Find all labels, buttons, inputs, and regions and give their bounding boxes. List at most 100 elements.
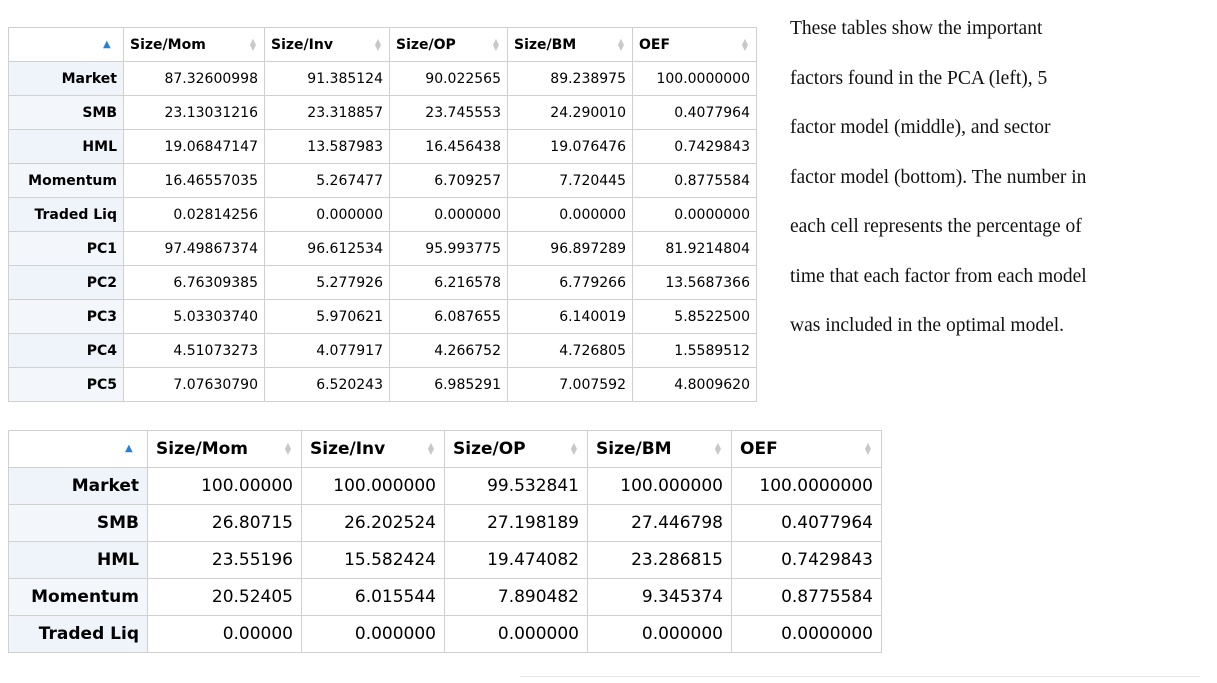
table-cell: 0.00000: [147, 615, 302, 653]
table-cell: 6.140019: [507, 299, 633, 334]
column-header-size-op[interactable]: Size/OP ▲ ▼: [389, 27, 508, 62]
table-cell: 0.02814256: [123, 197, 265, 232]
table-cell: 4.266752: [389, 333, 508, 368]
column-header-size-mom[interactable]: Size/Mom ▲ ▼: [147, 430, 302, 468]
column-header-label: Size/Mom: [130, 36, 206, 53]
table-cell: 27.198189: [444, 504, 588, 542]
table-cell: 0.7429843: [632, 129, 757, 164]
caption-line: was included in the optimal model.: [790, 315, 1065, 336]
table-cell: 27.446798: [587, 504, 732, 542]
caption-line: time that each factor from each model: [790, 265, 1087, 287]
table-cell: 100.000000: [587, 467, 732, 505]
sort-both-icon[interactable]: ▲ ▼: [741, 36, 748, 52]
sort-both-icon[interactable]: ▲ ▼: [864, 441, 871, 456]
table-cell: 0.000000: [444, 615, 588, 653]
table-cell: 0.4077964: [632, 95, 757, 130]
row-label: PC1: [8, 231, 124, 266]
sort-ascending-icon[interactable]: ▲: [125, 443, 133, 454]
table-cell: 26.80715: [147, 504, 302, 542]
sort-both-icon[interactable]: ▲ ▼: [492, 36, 499, 52]
caption-text: These tables show the important factors …: [790, 4, 1210, 351]
column-header-size-inv[interactable]: Size/Inv ▲ ▼: [264, 27, 390, 62]
table-cell: 5.267477: [264, 163, 390, 198]
table-header-row: ▲ Size/Mom ▲ ▼ Size/Inv ▲ ▼ Size/OP ▲ ▼ Size/B…: [8, 27, 757, 62]
column-header-oef[interactable]: OEF ▲ ▼: [632, 27, 757, 62]
table-cell: 100.0000000: [731, 467, 882, 505]
table-cell: 0.000000: [507, 197, 633, 232]
table-cell: 7.007592: [507, 367, 633, 402]
caption-line: factors found in the PCA (left), 5: [790, 67, 1048, 89]
row-label: SMB: [8, 95, 124, 130]
table-row: Traded Liq 0.00000 0.000000 0.000000 0.0…: [8, 615, 882, 653]
table-cell: 23.55196: [147, 541, 302, 579]
table-cell: 5.277926: [264, 265, 390, 300]
table-cell: 4.077917: [264, 333, 390, 368]
column-header-size-bm[interactable]: Size/BM ▲ ▼: [587, 430, 732, 468]
sort-both-icon[interactable]: ▲ ▼: [249, 36, 256, 52]
column-header-size-bm[interactable]: Size/BM ▲ ▼: [507, 27, 633, 62]
table-cell: 23.318857: [264, 95, 390, 130]
sort-ascending-icon[interactable]: ▲: [103, 38, 111, 50]
table-cell: 23.286815: [587, 541, 732, 579]
table-cell: 16.456438: [389, 129, 508, 164]
table-cell: 20.52405: [147, 578, 302, 616]
row-label-column-header[interactable]: ▲: [8, 430, 148, 468]
table-row: PC4 4.51073273 4.077917 4.266752 4.72680…: [8, 333, 757, 368]
table-cell: 7.07630790: [123, 367, 265, 402]
table-cell: 97.49867374: [123, 231, 265, 266]
column-header-label: OEF: [740, 439, 778, 459]
caption-line: factor model (bottom). The number in: [790, 166, 1087, 188]
table-header-row: ▲ Size/Mom ▲ ▼ Size/Inv ▲ ▼ Size/OP ▲ ▼ Size/B…: [8, 430, 882, 468]
table-cell: 0.8775584: [632, 163, 757, 198]
table-cell: 6.709257: [389, 163, 508, 198]
table-cell: 6.985291: [389, 367, 508, 402]
table-cell: 13.5687366: [632, 265, 757, 300]
table-cell: 7.890482: [444, 578, 588, 616]
row-label: Market: [8, 467, 148, 505]
column-header-label: Size/OP: [396, 36, 456, 53]
sort-both-icon[interactable]: ▲ ▼: [570, 441, 577, 456]
table-row: Market 100.00000 100.000000 99.532841 10…: [8, 467, 882, 505]
row-label: Momentum: [8, 578, 148, 616]
column-header-label: Size/BM: [514, 36, 577, 53]
sort-both-icon[interactable]: ▲ ▼: [617, 36, 624, 52]
sort-both-icon[interactable]: ▲ ▼: [714, 441, 721, 456]
row-label: PC5: [8, 367, 124, 402]
table-cell: 19.076476: [507, 129, 633, 164]
row-label: Traded Liq: [8, 615, 148, 653]
table-row: Momentum 20.52405 6.015544 7.890482 9.34…: [8, 578, 882, 616]
table-row: PC1 97.49867374 96.612534 95.993775 96.8…: [8, 231, 757, 266]
table-row: SMB 23.13031216 23.318857 23.745553 24.2…: [8, 95, 757, 130]
table-cell: 91.385124: [264, 61, 390, 96]
sort-both-icon[interactable]: ▲ ▼: [427, 441, 434, 456]
table-cell: 6.087655: [389, 299, 508, 334]
column-header-size-op[interactable]: Size/OP ▲ ▼: [444, 430, 588, 468]
divider: [520, 676, 1200, 677]
row-label: Traded Liq: [8, 197, 124, 232]
column-header-label: Size/BM: [596, 439, 672, 459]
table-cell: 0.8775584: [731, 578, 882, 616]
table-cell: 6.216578: [389, 265, 508, 300]
sort-both-icon[interactable]: ▲ ▼: [374, 36, 381, 52]
row-label: PC4: [8, 333, 124, 368]
table-cell: 100.000000: [301, 467, 445, 505]
row-label: HML: [8, 129, 124, 164]
column-header-size-mom[interactable]: Size/Mom ▲ ▼: [123, 27, 265, 62]
table-row: Traded Liq 0.02814256 0.000000 0.000000 …: [8, 197, 757, 232]
row-label: PC3: [8, 299, 124, 334]
row-label-column-header[interactable]: ▲: [8, 27, 124, 62]
table-cell: 19.474082: [444, 541, 588, 579]
table-row: HML 19.06847147 13.587983 16.456438 19.0…: [8, 129, 757, 164]
column-header-label: Size/Mom: [156, 439, 249, 459]
table-cell: 13.587983: [264, 129, 390, 164]
column-header-oef[interactable]: OEF ▲ ▼: [731, 430, 882, 468]
table-cell: 15.582424: [301, 541, 445, 579]
table-cell: 6.015544: [301, 578, 445, 616]
table-cell: 9.345374: [587, 578, 732, 616]
column-header-size-inv[interactable]: Size/Inv ▲ ▼: [301, 430, 445, 468]
table-cell: 0.0000000: [632, 197, 757, 232]
table-cell: 89.238975: [507, 61, 633, 96]
sort-both-icon[interactable]: ▲ ▼: [284, 441, 291, 456]
column-header-label: Size/OP: [453, 439, 526, 459]
table-cell: 87.32600998: [123, 61, 265, 96]
